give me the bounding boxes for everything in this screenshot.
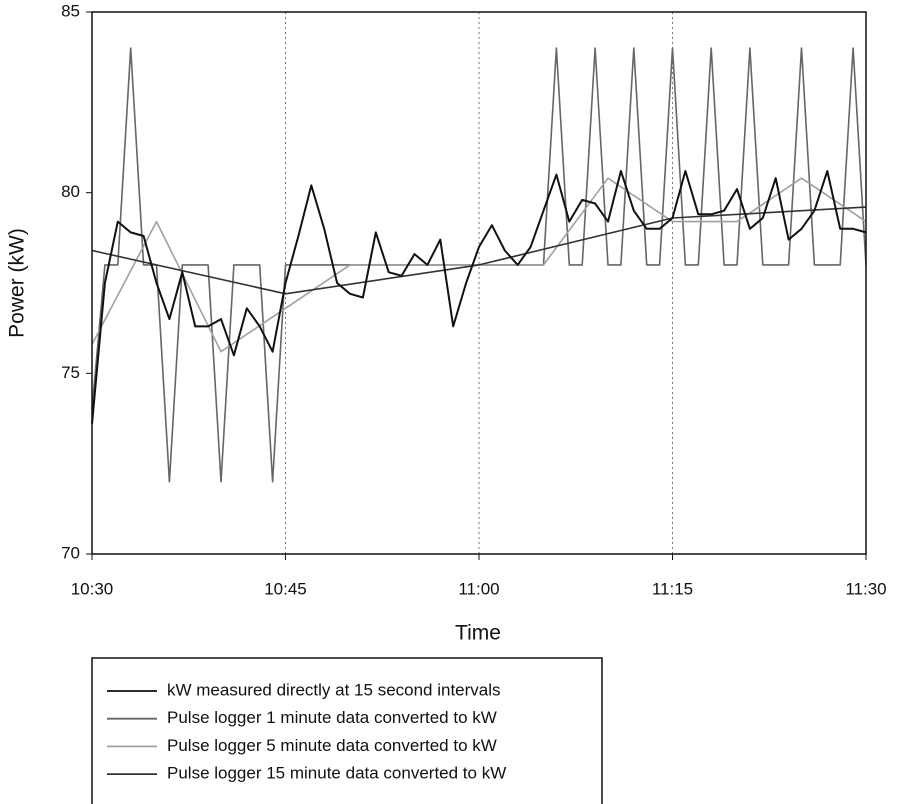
x-tick-label: 11:00	[458, 579, 499, 598]
legend-label: Pulse logger 1 minute data converted to …	[167, 708, 497, 727]
legend-label: Pulse logger 15 minute data converted to…	[167, 764, 506, 783]
x-tick-label: 10:45	[264, 579, 307, 598]
series-line	[91, 206, 867, 295]
y-tick-label: 80	[61, 182, 80, 201]
x-axis-label: Time	[455, 622, 501, 645]
x-tick-label: 11:15	[652, 579, 693, 598]
y-tick-label: 85	[61, 1, 80, 20]
y-axis-label: Power (kW)	[6, 228, 29, 338]
legend-box	[91, 657, 603, 804]
plot-frame	[91, 11, 867, 555]
x-tick-label: 10:30	[71, 579, 114, 598]
series-line	[91, 170, 867, 424]
legend-label: kW measured directly at 15 second interv…	[167, 680, 501, 699]
y-tick-label: 75	[61, 363, 80, 382]
legend-label: Pulse logger 5 minute data converted to …	[167, 736, 497, 755]
x-tick-label: 11:30	[845, 579, 886, 598]
y-tick-label: 70	[61, 543, 80, 562]
